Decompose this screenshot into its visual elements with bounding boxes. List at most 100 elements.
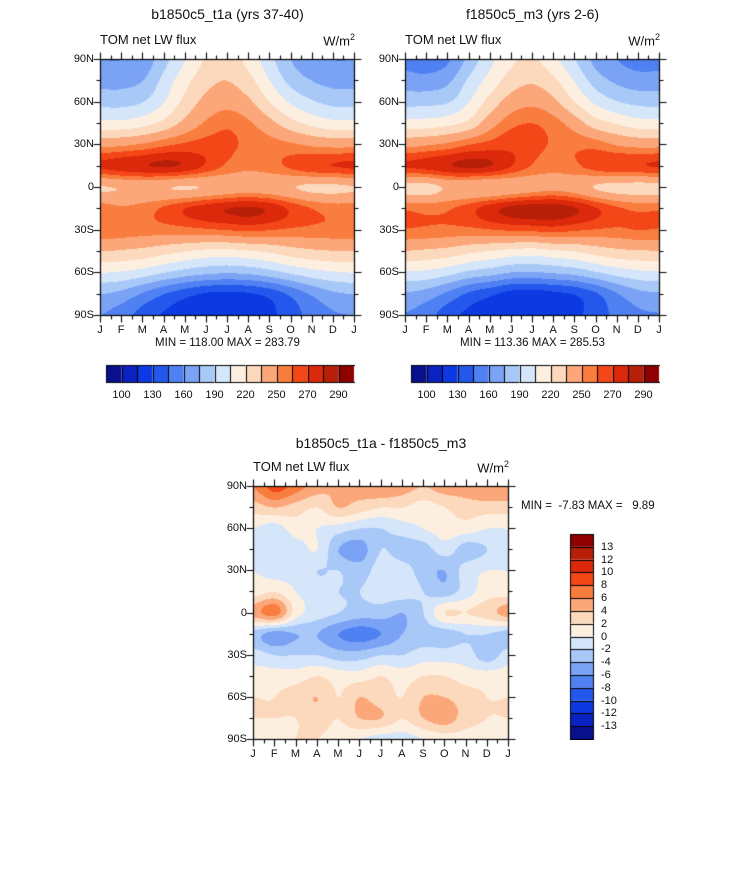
axis-tick-label: 30S xyxy=(227,648,247,661)
axis-tick-label: S xyxy=(419,748,427,760)
panel-title-top-right: f1850c5_m3 (yrs 2-6) xyxy=(465,6,600,22)
axis-tick-label: -8 xyxy=(601,681,611,694)
axis-tick-label: -4 xyxy=(601,656,611,669)
colorbar-difference xyxy=(569,533,595,740)
axis-tick-label: 90N xyxy=(226,480,247,492)
axis-tick-label: M xyxy=(137,324,147,336)
axis-tick-label: 2 xyxy=(601,617,608,630)
axis-tick-label: 60N xyxy=(378,95,399,108)
axis-tick-label: 6 xyxy=(601,592,608,605)
axis-tick-label: J xyxy=(97,324,103,336)
stats-top-left: MIN = 118.00 MAX = 283.79 xyxy=(155,337,300,349)
field-label-top-left: TOM net LW flux xyxy=(100,32,197,47)
axis-tick-label: J xyxy=(203,324,209,336)
axis-tick-label: M xyxy=(290,748,301,760)
axis-tick-label: 220 xyxy=(236,389,255,401)
axis-tick-label: F xyxy=(422,324,430,336)
axis-tick-label: -12 xyxy=(601,707,617,720)
axis-tick-label: 0 xyxy=(392,181,399,193)
axis-tick-label: -2 xyxy=(601,643,611,656)
axis-tick-label: D xyxy=(482,748,491,760)
axis-tick-label: J xyxy=(402,324,408,336)
axis-tick-label: 8 xyxy=(601,579,608,592)
panel-subtitle-difference: TOM net LW flux W/m2 xyxy=(253,459,509,475)
axis-tick-label: 90S xyxy=(379,309,399,321)
axis-tick-label: 0 xyxy=(87,181,94,193)
axis-tick-label: 100 xyxy=(417,389,436,401)
axis-tick-label: 160 xyxy=(479,389,498,401)
axis-tick-label: 12 xyxy=(601,553,614,566)
axis-tick-label: A xyxy=(313,748,321,760)
field-label-top-right: TOM net LW flux xyxy=(405,32,502,47)
contour-plot-top-right xyxy=(396,50,669,325)
axis-tick-label: A xyxy=(244,324,252,336)
axis-tick-label: 130 xyxy=(448,389,467,401)
contour-plot-difference xyxy=(244,477,518,749)
axis-tick-label: 4 xyxy=(601,604,608,617)
axis-tick-label: D xyxy=(633,324,642,336)
axis-tick-label: 30N xyxy=(73,138,94,151)
axis-tick-label: A xyxy=(549,324,557,336)
axis-tick-label: 30S xyxy=(379,223,399,236)
axis-tick-label: 250 xyxy=(267,389,286,401)
axis-tick-label: N xyxy=(307,324,316,336)
axis-tick-label: 190 xyxy=(510,389,529,401)
axis-tick-label: J xyxy=(224,324,230,336)
axis-tick-label: J xyxy=(356,748,363,760)
axis-tick-label: -10 xyxy=(601,694,617,707)
units-label-top-right: W/m2 xyxy=(628,32,660,49)
axis-tick-label: D xyxy=(328,324,337,336)
axis-tick-label: M xyxy=(180,324,190,336)
axis-tick-label: 90S xyxy=(227,733,247,745)
axis-tick-label: 60N xyxy=(73,95,94,108)
panel-title-top-left: b1850c5_t1a (yrs 37-40) xyxy=(151,6,304,22)
stats-top-right: MIN = 113.36 MAX = 285.53 xyxy=(460,337,605,349)
axis-tick-label: 60N xyxy=(226,522,247,535)
axis-tick-label: O xyxy=(286,324,295,336)
panel-subtitle-top-left: TOM net LW flux W/m2 xyxy=(100,32,355,48)
axis-tick-label: 0 xyxy=(240,606,247,619)
axis-tick-label: N xyxy=(461,748,470,760)
axis-tick-label: 270 xyxy=(298,389,317,401)
axis-tick-label: S xyxy=(570,324,578,336)
axis-tick-label: 270 xyxy=(603,389,622,401)
axis-tick-label: O xyxy=(439,748,449,760)
axis-tick-label: F xyxy=(270,748,278,760)
axis-tick-label: 13 xyxy=(601,540,614,553)
axis-tick-label: J xyxy=(529,324,535,336)
panel-title-difference: b1850c5_t1a - f1850c5_m3 xyxy=(295,435,467,451)
axis-tick-label: 290 xyxy=(329,389,348,401)
axis-tick-label: 90N xyxy=(73,53,94,65)
axis-tick-label: 60S xyxy=(74,266,94,279)
axis-tick-label: F xyxy=(117,324,125,336)
axis-tick-label: J xyxy=(377,748,384,760)
axis-tick-label: S xyxy=(265,324,273,336)
axis-tick-label: 30S xyxy=(74,223,94,236)
units-label-top-left: W/m2 xyxy=(323,32,355,49)
contour-plot-top-left xyxy=(91,50,364,325)
axis-tick-label: 160 xyxy=(174,389,193,401)
axis-tick-label: -6 xyxy=(601,668,611,681)
colorbar-top-right xyxy=(410,364,660,384)
units-label-difference: W/m2 xyxy=(477,459,509,476)
field-label-difference: TOM net LW flux xyxy=(253,459,350,474)
axis-tick-label: 60S xyxy=(379,266,399,279)
axis-tick-label: J xyxy=(505,748,511,760)
axis-tick-label: 0 xyxy=(601,630,608,643)
axis-tick-label: 250 xyxy=(572,389,591,401)
axis-tick-label: A xyxy=(398,748,406,760)
axis-tick-label: M xyxy=(442,324,452,336)
axis-tick-label: 10 xyxy=(601,566,614,579)
axis-tick-label: 30N xyxy=(378,138,399,151)
axis-tick-label: J xyxy=(250,748,256,760)
axis-tick-label: 190 xyxy=(205,389,224,401)
axis-tick-label: 130 xyxy=(143,389,162,401)
axis-tick-label: 90N xyxy=(378,53,399,65)
axis-tick-label: 60S xyxy=(227,690,247,703)
axis-tick-label: 220 xyxy=(541,389,560,401)
axis-tick-label: 100 xyxy=(112,389,131,401)
axis-tick-label: J xyxy=(656,324,662,336)
colorbar-top-left xyxy=(105,364,355,384)
axis-tick-label: A xyxy=(464,324,473,336)
